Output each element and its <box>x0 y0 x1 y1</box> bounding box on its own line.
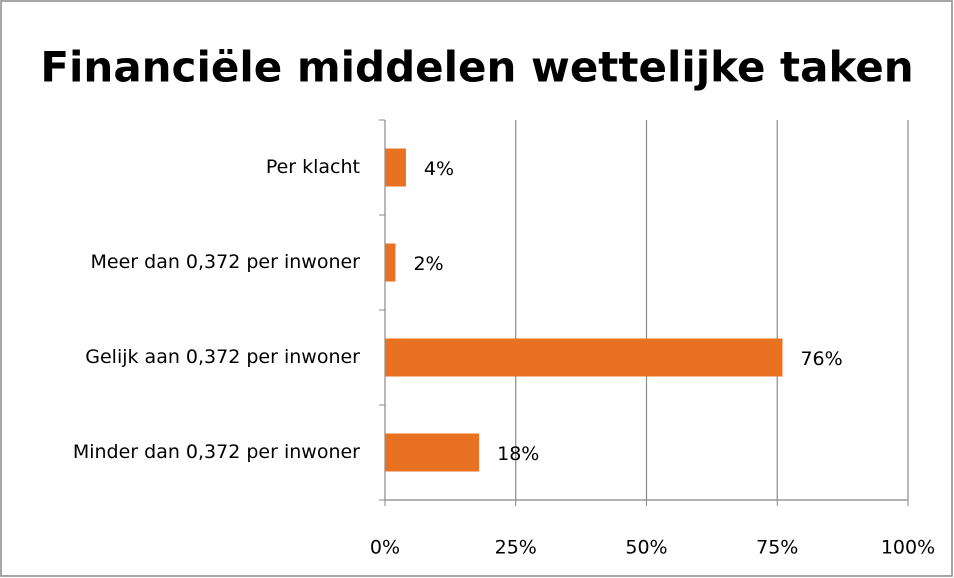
data-label: 76% <box>800 348 842 370</box>
y-tick-label: Per klacht <box>266 156 360 178</box>
x-tick-label: 75% <box>756 537 798 559</box>
data-label: 18% <box>497 443 539 465</box>
y-tick-label: Minder dan 0,372 per inwoner <box>73 441 360 463</box>
data-label: 2% <box>413 253 443 275</box>
y-tick-label: Meer dan 0,372 per inwoner <box>91 251 361 273</box>
x-tick-label: 25% <box>495 537 537 559</box>
bar <box>385 433 480 472</box>
y-tick-label: Gelijk aan 0,372 per inwoner <box>85 346 360 368</box>
bar <box>385 243 396 282</box>
data-label: 4% <box>424 158 454 180</box>
bar <box>385 338 783 377</box>
chart-title: Financiële middelen wettelijke taken <box>40 43 913 92</box>
x-tick-label: 50% <box>625 537 667 559</box>
bar <box>385 148 406 187</box>
x-tick-label: 100% <box>881 537 935 559</box>
x-tick-label: 0% <box>370 537 400 559</box>
